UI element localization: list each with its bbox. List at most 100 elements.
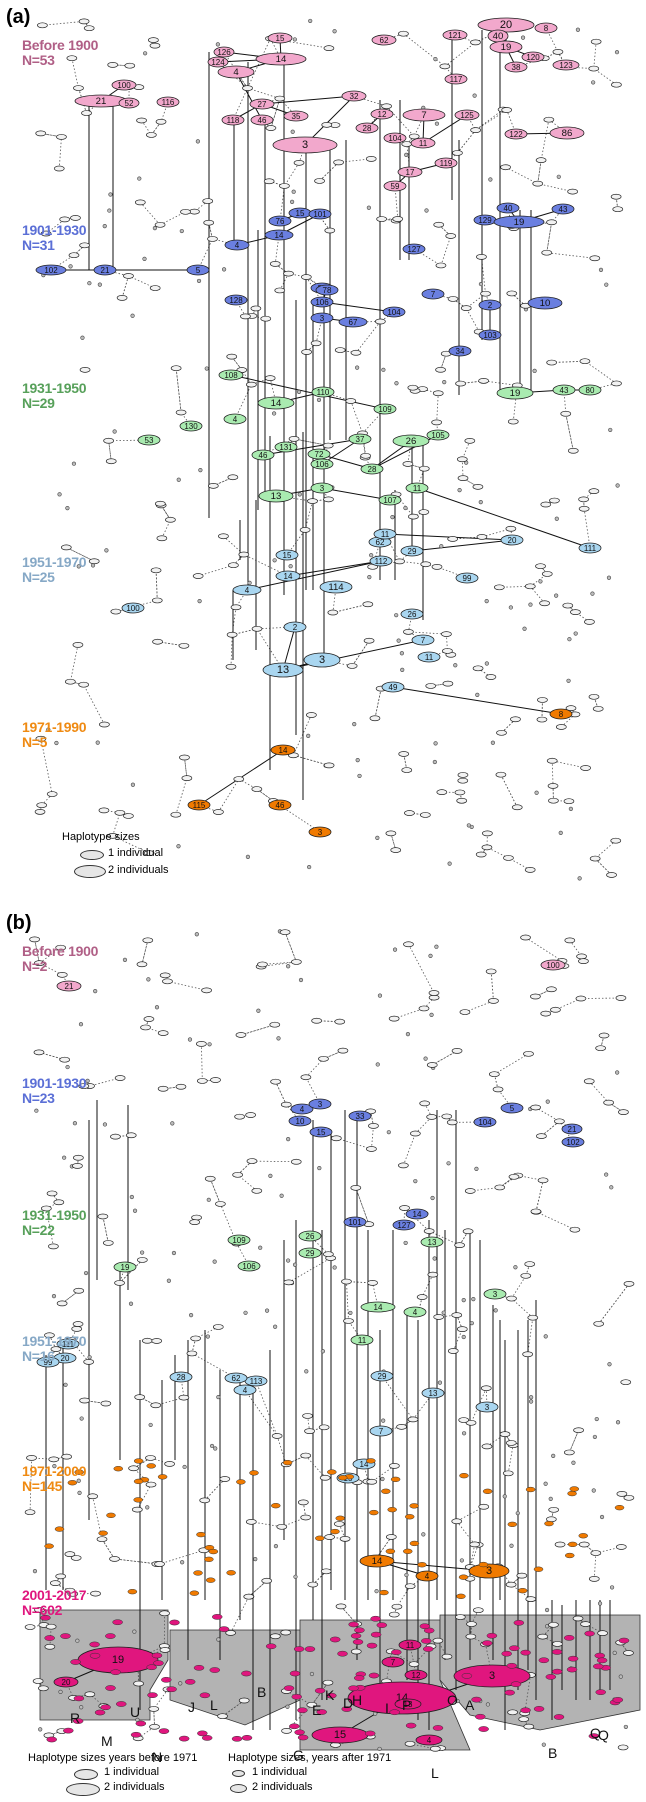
era-count: N=602 [22,1602,63,1618]
mutation-dot [459,1558,464,1563]
empty-haplotype [530,993,541,1000]
empty-haplotype [506,290,518,297]
mutation-dot [615,1420,621,1425]
mutation-dot [132,1208,138,1213]
mutation-dot [76,1478,81,1483]
haplotype-1971-2000 [67,1480,78,1486]
empty-haplotype [433,1314,445,1320]
empty-haplotype [500,164,511,171]
empty-haplotype [279,183,290,189]
mesh-edge [153,1708,155,1727]
empty-haplotype [505,1581,517,1588]
haplotype-2001-2017 [475,1713,486,1720]
haplotype-2001-2017 [209,1667,221,1673]
empty-haplotype [366,1146,377,1152]
haplotype-2001-2017 [596,1657,608,1664]
haplotype-node [420,1236,444,1248]
mesh-edge [307,1415,310,1432]
mesh-edge [380,311,395,322]
mutation-dot [65,1064,70,1070]
empty-haplotype [554,1118,565,1125]
mesh-edge [288,1257,331,1283]
empty-haplotype [280,1101,292,1108]
mesh-edge [270,98,281,129]
haplotype-label: 3 [302,139,308,151]
mesh-edge [240,1024,275,1036]
empty-haplotype [482,830,493,837]
haplotype-node [500,1102,524,1114]
empty-haplotype [623,1494,635,1501]
empty-haplotype [179,754,190,761]
mesh-edge [444,42,476,67]
haplotype-2001-2017 [593,1663,604,1670]
empty-haplotype [590,38,602,45]
empty-haplotype [541,249,553,256]
empty-haplotype [307,1581,319,1588]
empty-haplotype [433,221,445,228]
era-label-1951-1970: 1951-1970 N=16 [22,1334,87,1364]
empty-haplotype [178,1394,190,1401]
empty-haplotype [123,813,134,819]
mutation-dot [212,1259,217,1264]
empty-haplotype [595,1045,607,1052]
mutation-dot [316,397,322,403]
mesh-edge [78,87,87,114]
empty-haplotype [202,198,214,204]
mesh-edge [557,51,566,66]
empty-haplotype [246,1158,258,1164]
mutation-dot [469,1321,474,1326]
mutation-dot [245,854,251,860]
mesh-edge [415,1116,432,1134]
mutation-dot [130,782,136,787]
haplotype-label: 99 [463,574,472,583]
empty-haplotype [575,995,587,1002]
haplotype-node [405,482,429,494]
empty-haplotype [578,1541,590,1548]
haplotype-label: 11 [358,1336,367,1345]
mesh-edge [424,1103,433,1118]
haplotype-node [483,1288,507,1300]
haplotype-node [534,22,558,34]
empty-haplotype [593,1320,605,1327]
mesh-edge [70,1339,90,1363]
empty-haplotype [588,65,600,72]
empty-haplotype [472,665,484,672]
haplotype-label: 12 [412,1671,421,1680]
empty-haplotype [550,1006,561,1013]
haplotype-node [578,542,602,554]
mutation-dot [195,139,200,144]
mutation-dot [374,1589,379,1594]
haplotype-node [315,284,339,296]
cluster-letter: M [101,1733,113,1749]
haplotype-label: 3 [493,1290,498,1299]
empty-haplotype [301,349,312,355]
empty-haplotype [279,929,291,936]
haplotype-2001-2017 [366,1642,378,1649]
empty-haplotype [128,1465,139,1472]
empty-haplotype [116,295,128,301]
cluster-letter: H [352,1692,362,1708]
empty-haplotype [213,809,224,815]
mutation-dot [534,790,539,795]
mesh-edge [42,20,85,26]
haplotype-label: 131 [279,443,293,452]
haplotype-2001-2017 [169,1619,180,1626]
mutation-dot [446,1161,451,1166]
mutation-dot [292,37,297,42]
mutation-dot [493,1308,498,1313]
empty-haplotype [151,1338,163,1344]
haplotype-label: 28 [368,465,377,474]
empty-haplotype [159,1647,171,1653]
haplotype-1971-2000 [482,1488,493,1494]
mesh-edge [471,1609,479,1625]
haplotype-2001-2017 [566,1666,578,1673]
mutation-dot [423,1056,428,1061]
haplotype-1971-2000 [390,1476,401,1483]
empty-haplotype [390,847,402,853]
mutation-dot [604,282,609,287]
mesh-edge [371,1465,395,1483]
haplotype-node [187,799,211,811]
haplotype-2001-2017 [348,1621,359,1628]
mutation-dot [348,1310,353,1316]
empty-haplotype [420,812,431,818]
